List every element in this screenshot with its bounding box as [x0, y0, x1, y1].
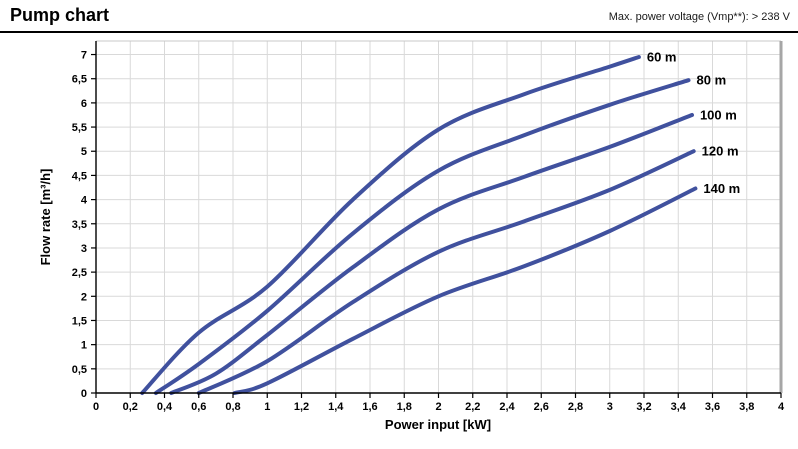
y-tick-label: 2,5 [72, 267, 87, 279]
y-tick-label: 6,5 [72, 74, 87, 86]
tick-marks [91, 53, 782, 398]
y-tick-label: 3,5 [72, 219, 87, 231]
y-axis-label: Flow rate [m³/h] [38, 169, 53, 266]
x-tick-label: 2,6 [534, 401, 549, 413]
curve-end-labels: 60 m 80 m 100 m 120 m 140 m [647, 49, 740, 196]
pump-curves [140, 55, 698, 395]
x-tick-label: 2,2 [465, 401, 480, 413]
pump-curve [140, 55, 641, 395]
header-divider [0, 31, 798, 33]
plot-borders [96, 40, 783, 393]
x-tick-label: 1 [264, 401, 270, 413]
y-tick-label: 4,5 [72, 170, 87, 182]
y-tick-label: 2 [81, 291, 87, 303]
pump-curve [169, 113, 694, 395]
page-title: Pump chart [10, 5, 110, 25]
pump-curve [232, 186, 698, 395]
y-tick-label: 1 [81, 340, 87, 352]
x-tick-label: 0,8 [225, 401, 240, 413]
curve-label: 100 m [700, 107, 737, 122]
x-tick-label: 0 [93, 401, 99, 413]
gridlines [96, 41, 782, 393]
x-tick-label: 2,4 [499, 401, 515, 413]
y-tick-label: 0,5 [72, 364, 87, 376]
x-tick-label: 3,2 [636, 401, 651, 413]
x-tick-label: 4 [778, 401, 785, 413]
y-tick-label: 3 [81, 243, 87, 255]
x-tick-label: 1,6 [362, 401, 377, 413]
pump-curve [153, 78, 691, 395]
y-tick-label: 5,5 [72, 122, 87, 134]
x-tick-label: 0,6 [191, 401, 206, 413]
x-tick-label: 3,4 [671, 401, 687, 413]
header: Pump chart Max. power voltage (Vmp**): >… [0, 0, 798, 33]
y-tick-label: 4 [81, 195, 88, 207]
x-tick-label: 0,4 [157, 401, 173, 413]
x-tick-label: 1,4 [328, 401, 344, 413]
pump-curve [196, 149, 696, 395]
max-power-voltage-note: Max. power voltage (Vmp**): > 238 V [608, 11, 790, 23]
x-tick-label: 2 [435, 401, 441, 413]
curve-label: 60 m [647, 49, 677, 64]
x-tick-label: 3 [607, 401, 613, 413]
x-axis-label: Power input [kW] [385, 417, 491, 432]
x-tick-label: 1,8 [397, 401, 412, 413]
y-tick-label: 7 [81, 50, 87, 62]
x-tick-label: 2,8 [568, 401, 583, 413]
tick-labels: 0 0,2 0,4 0,6 0,8 1 1,2 1,4 1,6 1,8 2 2,2 2,4 2,6 2,8 3… [72, 50, 785, 413]
y-tick-label: 5 [81, 146, 87, 158]
x-tick-label: 3,8 [739, 401, 754, 413]
y-tick-label: 0 [81, 388, 87, 400]
x-tick-label: 3,6 [705, 401, 720, 413]
curve-label: 140 m [703, 181, 740, 196]
y-tick-label: 1,5 [72, 315, 87, 327]
x-tick-label: 1,2 [294, 401, 309, 413]
curve-label: 80 m [697, 73, 727, 88]
curve-label: 120 m [702, 144, 739, 159]
x-tick-label: 0,2 [123, 401, 138, 413]
y-tick-label: 6 [81, 98, 87, 110]
